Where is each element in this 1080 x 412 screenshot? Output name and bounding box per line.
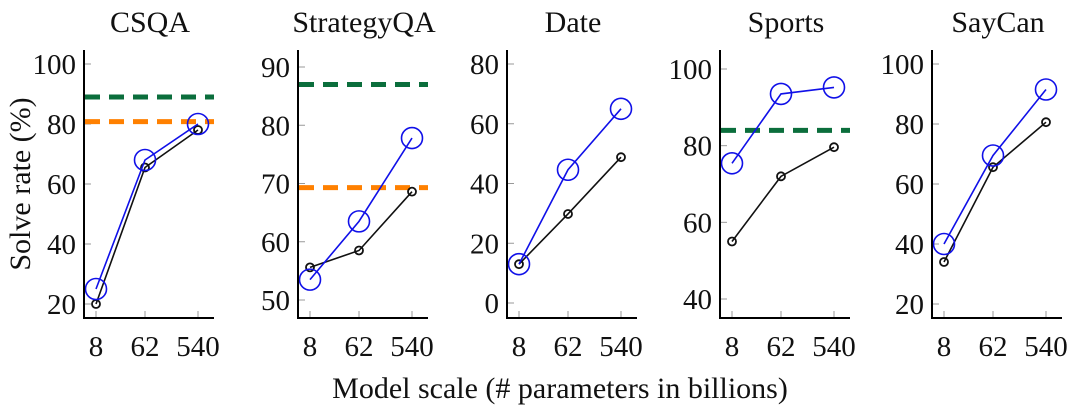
x-tick-label: 62 <box>767 331 796 363</box>
black-circle-series-point <box>1041 117 1051 128</box>
y-tick-label: 40 <box>683 284 712 316</box>
x-tick-label: 540 <box>390 331 434 363</box>
y-axis-title: Solve rate (%) <box>4 97 37 270</box>
y-tick-label: 20 <box>47 289 76 321</box>
blue-circle-series-point <box>981 144 1005 167</box>
black-circle-series-line <box>518 156 622 265</box>
black-circle-series-point <box>354 245 364 256</box>
blue-circle-series-point <box>609 97 633 121</box>
blue-circle-series-point <box>507 252 531 276</box>
panel-date: Date 0 20 40 60 80 8 62 540 <box>470 6 643 363</box>
x-tick-label: 62 <box>131 331 160 363</box>
black-circle-series-point <box>829 142 839 153</box>
x-tick-label: 540 <box>599 331 643 363</box>
y-tick-label: 70 <box>261 169 290 201</box>
y-tick-label: 90 <box>261 52 290 84</box>
y-tick-label: 50 <box>261 285 290 317</box>
black-circle-series-point <box>988 162 998 173</box>
x-tick-label: 62 <box>554 331 583 363</box>
blue-circle-series-point <box>720 152 744 175</box>
y-tick-label: 60 <box>895 169 924 201</box>
panel-title: SayCan <box>951 6 1044 39</box>
y-tick-label: 100 <box>881 49 925 81</box>
panel-saycan: SayCan 20 40 60 80 100 8 62 540 <box>881 6 1068 363</box>
x-tick-label: 8 <box>725 331 740 363</box>
x-tick-label: 540 <box>176 331 220 363</box>
black-circle-series-line <box>309 191 413 269</box>
blue-circle-series-point <box>556 158 580 182</box>
y-tick-label: 80 <box>47 109 76 141</box>
y-tick-label: 40 <box>470 169 499 201</box>
x-tick-label: 62 <box>345 331 374 363</box>
y-tick-label: 40 <box>47 229 76 261</box>
x-tick-label: 540 <box>1024 331 1068 363</box>
blue-circle-series-point <box>133 148 157 172</box>
panel-csqa: CSQA 20 40 60 80 100 8 62 540 <box>33 6 220 363</box>
panel-strategyqa: StrategyQA 50 60 70 80 90 8 62 540 <box>261 6 436 363</box>
x-axis-title: Model scale (# parameters in billions) <box>332 372 788 405</box>
y-tick-label: 80 <box>470 49 499 81</box>
y-tick-label: 80 <box>895 109 924 141</box>
y-tick-label: 60 <box>261 227 290 259</box>
panel-title: Sports <box>748 6 825 39</box>
blue-circle-series-point <box>1034 78 1058 101</box>
x-tick-label: 8 <box>512 331 527 363</box>
blue-circle-series-point <box>400 126 424 150</box>
y-tick-label: 80 <box>683 131 712 163</box>
x-tick-label: 8 <box>303 331 318 363</box>
black-circle-series-point <box>939 257 949 267</box>
blue-circle-series-point <box>769 82 793 106</box>
y-tick-label: 20 <box>895 289 924 321</box>
y-tick-label: 0 <box>485 288 500 320</box>
black-circle-series-line <box>943 121 1047 263</box>
blue-circle-series-point <box>298 268 322 291</box>
blue-circle-series-line <box>309 137 413 281</box>
black-circle-series-point <box>616 152 626 163</box>
y-tick-label: 100 <box>33 49 77 81</box>
black-circle-series-point <box>140 162 150 173</box>
x-tick-label: 62 <box>979 331 1008 363</box>
black-circle-series-point <box>563 209 573 219</box>
blue-circle-series-point <box>347 210 371 233</box>
blue-circle-series-point <box>186 112 210 136</box>
black-circle-series-point <box>407 186 417 197</box>
blue-circle-series-line <box>943 88 1047 245</box>
y-tick-label: 60 <box>683 207 712 239</box>
y-tick-label: 60 <box>47 169 76 201</box>
panel-title: Date <box>545 6 602 39</box>
panel-title: StrategyQA <box>292 6 436 39</box>
black-circle-series-point <box>305 262 315 273</box>
blue-circle-series-line <box>731 86 835 164</box>
x-tick-label: 8 <box>89 331 104 363</box>
x-tick-label: 8 <box>937 331 952 363</box>
y-tick-label: 60 <box>470 109 499 141</box>
x-tick-label: 540 <box>812 331 856 363</box>
blue-circle-series-point <box>822 76 846 99</box>
black-circle-series-line <box>731 146 835 242</box>
y-tick-label: 80 <box>261 110 290 142</box>
y-tick-label: 40 <box>895 229 924 261</box>
panel-title: CSQA <box>110 6 190 39</box>
y-tick-label: 100 <box>669 54 713 86</box>
black-circle-series-point <box>514 259 524 270</box>
black-circle-series-line <box>95 129 199 305</box>
black-circle-series-point <box>727 236 737 247</box>
y-tick-label: 20 <box>470 228 499 260</box>
blue-circle-series-line <box>518 108 622 265</box>
blue-circle-series-point <box>84 277 108 301</box>
panel-sports: Sports 40 60 80 100 8 62 540 <box>669 6 856 363</box>
black-circle-series-point <box>776 171 786 182</box>
blue-circle-series-point <box>932 232 956 256</box>
blue-circle-series-line <box>95 123 199 290</box>
